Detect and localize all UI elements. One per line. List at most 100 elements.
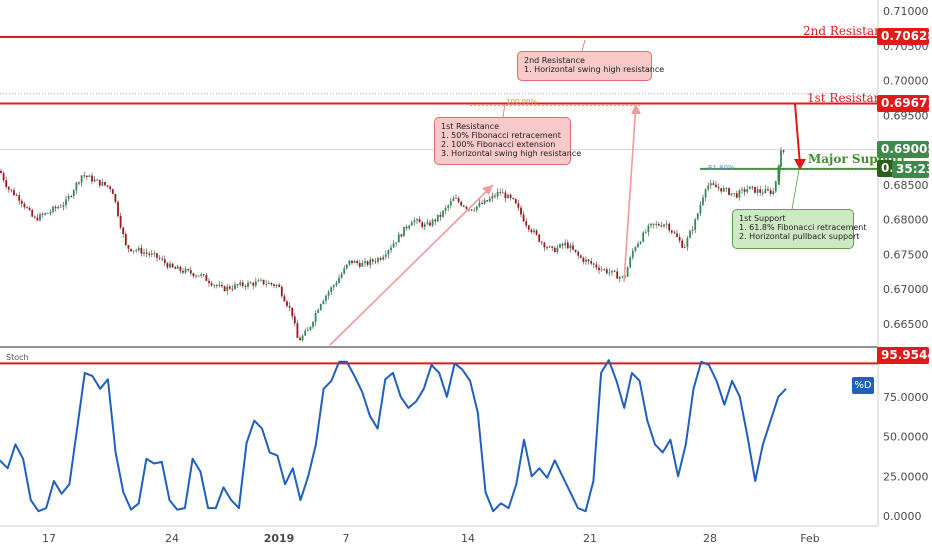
target-arrow-head: [794, 159, 806, 170]
candle-body: [111, 189, 114, 194]
candle-body: [665, 223, 668, 225]
candle-body: [41, 214, 44, 215]
stoch-d-line: [0, 359, 787, 513]
res1-pointer: [502, 103, 506, 118]
current-price-tag: 0.69005: [877, 141, 932, 158]
candle-body: [252, 283, 255, 286]
candle-body: [676, 233, 678, 237]
resistance-2-label: 2nd Resistance: [803, 24, 896, 38]
candle-body: [270, 282, 273, 285]
candle-body: [75, 182, 78, 191]
candle-body: [423, 224, 426, 227]
candle-body: [673, 232, 676, 234]
candle-body: [668, 223, 671, 231]
candle-body: [93, 179, 96, 182]
candle-body: [652, 223, 655, 225]
candle-body: [694, 219, 697, 230]
candle-body: [564, 242, 567, 246]
candle-body: [161, 258, 164, 260]
candle-body: [707, 185, 710, 190]
candle-body: [356, 260, 359, 264]
candle-body: [153, 253, 156, 255]
candle-body: [119, 216, 122, 228]
candle-body: [353, 260, 356, 264]
candle-body: [340, 273, 343, 278]
candle-body: [569, 245, 572, 249]
resistance-1-label: 1st Resistance: [807, 91, 896, 105]
price-pane: [0, 35, 878, 346]
candle-body: [267, 282, 270, 284]
candle-body: [465, 206, 468, 209]
candle-body: [657, 224, 660, 226]
candle-body: [621, 276, 624, 278]
time-tick-label: 28: [703, 532, 717, 545]
candle-body: [80, 175, 83, 183]
candle-body: [205, 275, 208, 281]
price-tick-label: 0.70000: [883, 75, 929, 88]
candle-body: [488, 198, 491, 202]
candle-body: [616, 271, 619, 279]
candle-body: [10, 189, 13, 191]
candle-body: [18, 195, 21, 201]
stoch-pane: [0, 359, 878, 513]
candle-body: [275, 284, 278, 286]
candle-body: [514, 198, 517, 204]
price-tick-label: 0.69500: [883, 109, 929, 122]
candle-body: [780, 150, 782, 167]
candle-body: [660, 225, 663, 227]
candle-body: [46, 213, 49, 214]
candle-body: [499, 191, 502, 193]
candle-body: [83, 175, 86, 177]
stoch-tick-label: 0.0000: [883, 510, 922, 523]
candle-body: [663, 224, 665, 227]
candle-body: [475, 206, 478, 210]
candle-body: [59, 206, 62, 208]
support-connector: [778, 164, 781, 186]
price-tick-label: 0.71000: [883, 5, 929, 18]
candle-body: [171, 263, 174, 268]
projection-arrow-2-head: [631, 104, 641, 114]
candle-body: [712, 183, 715, 185]
candle-body: [319, 304, 322, 310]
candle-body: [265, 283, 268, 285]
candle-body: [590, 261, 593, 264]
candle-body: [486, 200, 489, 202]
candle-body: [683, 246, 686, 248]
candle-body: [299, 337, 301, 341]
candle-body: [405, 226, 408, 229]
candle-body: [629, 257, 632, 268]
candle-body: [148, 253, 151, 255]
candle-body: [36, 217, 39, 221]
candle-body: [473, 209, 476, 211]
candle-body: [0, 170, 2, 174]
candle-body: [20, 200, 23, 204]
candle-body: [286, 301, 288, 306]
candle-body: [772, 191, 775, 194]
candle-body: [39, 214, 41, 221]
stoch-tick-label: 50.0000: [883, 431, 929, 444]
price-tick-label: 0.68000: [883, 214, 929, 227]
candle-body: [725, 188, 728, 189]
candle-body: [686, 237, 689, 247]
candle-body: [192, 273, 195, 277]
candle-body: [338, 277, 340, 284]
candle-body: [28, 208, 31, 210]
candle-body: [13, 190, 15, 196]
candle-body: [397, 234, 400, 243]
candle-body: [223, 286, 226, 292]
candle-body: [595, 264, 598, 268]
candle-body: [54, 206, 57, 209]
candle-body: [392, 243, 395, 248]
candle-body: [369, 259, 372, 265]
candle-body: [96, 179, 99, 181]
candle-body: [611, 270, 613, 273]
resistance-2-box: 2nd Resistance 1. Horizontal swing high …: [517, 51, 664, 81]
stoch-legend-badge[interactable]: %D: [852, 377, 874, 394]
candle-body: [722, 188, 725, 192]
candle-body: [709, 183, 712, 186]
candle-body: [280, 286, 283, 297]
candle-body: [689, 231, 691, 238]
candle-body: [637, 243, 639, 248]
candle-body: [374, 261, 377, 263]
